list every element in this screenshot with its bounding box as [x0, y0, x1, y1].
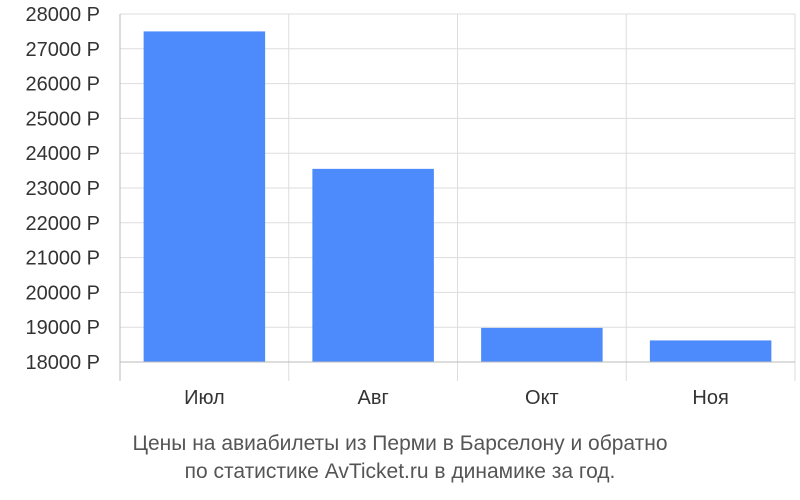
- chart-caption: Цены на авиабилеты из Перми в Барселону …: [0, 430, 800, 486]
- y-tick-label-8: 26000 Р: [25, 74, 100, 96]
- bar-chart: 18000 Р 19000 Р 20000 Р 21000 Р 22000 Р 23000…: [25, 4, 796, 409]
- y-tick-label-1: 19000 Р: [25, 317, 100, 339]
- y-tick-label-7: 25000 Р: [25, 108, 100, 130]
- y-tick-label-6: 24000 Р: [25, 143, 100, 165]
- y-tick-label-3: 21000 Р: [25, 248, 100, 270]
- bar-Ноя: [649, 340, 772, 362]
- x-axis-labels: Июл Авг Окт Ноя: [184, 387, 729, 409]
- x-tick-label-2: Окт: [525, 387, 559, 409]
- y-tick-label-5: 23000 Р: [25, 178, 100, 200]
- axes: [119, 14, 795, 381]
- caption-line-2: по статистике AvTicket.ru в динамике за …: [184, 460, 616, 483]
- bar-Июл: [143, 31, 266, 363]
- bars: [143, 31, 772, 363]
- bar-Окт: [481, 327, 603, 362]
- y-tick-label-0: 18000 Р: [25, 352, 100, 374]
- y-axis-labels: 18000 Р 19000 Р 20000 Р 21000 Р 22000 Р 23000…: [25, 4, 100, 374]
- x-tick-label-3: Ноя: [692, 387, 728, 409]
- x-tick-label-0: Июл: [184, 387, 225, 409]
- x-tick-label-1: Авг: [357, 387, 388, 409]
- y-tick-label-2: 20000 Р: [25, 282, 100, 304]
- bar-Авг: [312, 168, 434, 362]
- y-tick-label-4: 22000 Р: [25, 213, 100, 235]
- caption-line-1: Цены на авиабилеты из Перми в Барселону …: [132, 432, 668, 455]
- y-tick-label-10: 28000 Р: [25, 4, 100, 26]
- y-tick-label-9: 27000 Р: [25, 39, 100, 61]
